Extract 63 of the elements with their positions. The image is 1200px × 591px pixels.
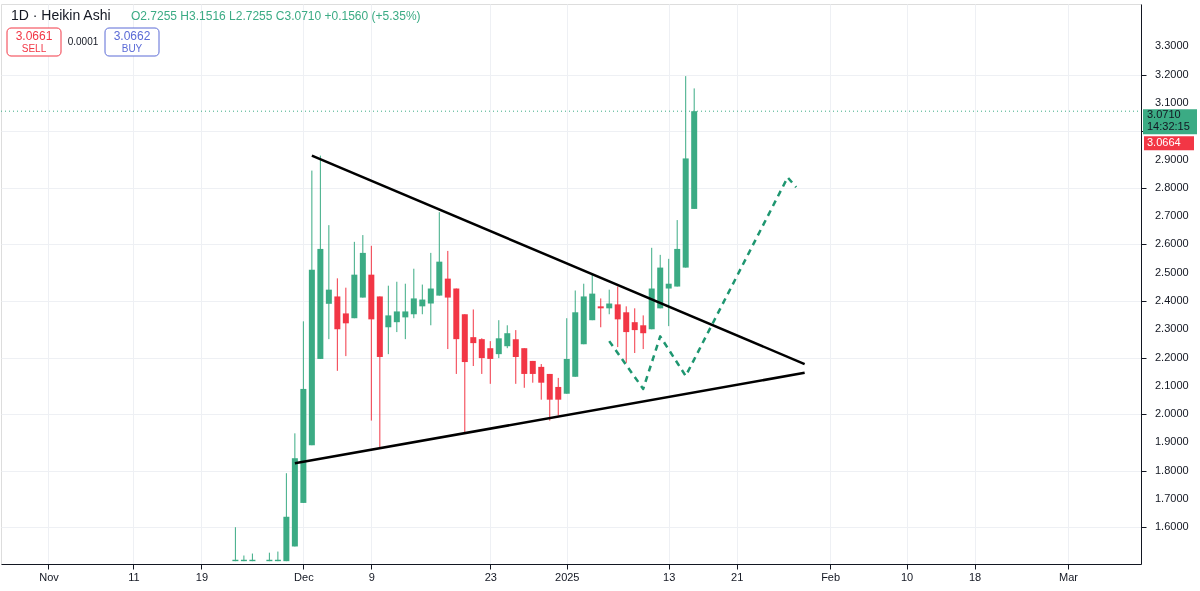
candlestick: [640, 314, 647, 350]
candlestick: [597, 297, 604, 328]
candlestick: [325, 224, 332, 340]
candlestick: [402, 283, 409, 340]
x-tick-label: 19: [195, 570, 209, 583]
ref-line-label: 3.0710: [1147, 108, 1181, 121]
candlestick: [444, 250, 451, 350]
y-tick-label: 3.3000: [1155, 39, 1189, 52]
x-tick-label: Mar: [1059, 570, 1079, 583]
x-tick-label: 21: [731, 570, 744, 583]
annotation: SELL: [21, 43, 47, 54]
y-tick-label: 2.0000: [1155, 407, 1189, 420]
y-tick-label: 2.6000: [1155, 237, 1189, 250]
x-tick-label: 10: [900, 570, 914, 583]
x-tick-label: 11: [128, 570, 140, 583]
candlestick: [623, 305, 630, 364]
y-tick-label: 2.9000: [1155, 152, 1189, 165]
x-tick-label: 18: [968, 570, 982, 583]
candlestick: [614, 286, 621, 348]
candlestick: [504, 324, 511, 349]
y-tick-label: 3.1000: [1155, 95, 1189, 108]
y-tick-label: 2.1000: [1155, 378, 1189, 391]
candlestick: [555, 377, 562, 417]
annotation: BUY: [121, 43, 143, 54]
x-tick-label: 13: [663, 570, 676, 583]
candlestick: [665, 258, 672, 327]
y-tick-label: 1.9000: [1155, 435, 1189, 448]
candlestick: [538, 363, 545, 401]
x-tick-label: 2025: [555, 570, 580, 583]
annotation: 0.0001: [67, 36, 99, 47]
line-series: [607, 176, 798, 391]
candlestick: [342, 287, 349, 357]
y-tick-label: 2.8000: [1155, 180, 1189, 193]
candlestick: [393, 281, 400, 333]
candlestick: [495, 319, 502, 359]
y-tick-label: 2.2000: [1155, 350, 1189, 363]
x-tick-label: Nov: [39, 570, 60, 583]
annotation: O2.7255 H3.1516 L2.7255 C3.0710 +0.1560 (+5.35%): [131, 9, 421, 23]
y-tick-label: 1.7000: [1155, 491, 1189, 504]
candlestick: [487, 340, 494, 385]
x-tick-label: Dec: [294, 570, 315, 583]
y-tick-label: 2.4000: [1155, 293, 1189, 306]
chart-title: 1D · Heikin Ashi: [11, 7, 111, 23]
text: 3.0664: [1147, 136, 1181, 149]
candlestick: [631, 307, 638, 354]
candlestick: [427, 252, 434, 326]
candlestick: [410, 268, 417, 319]
candlestick: [470, 308, 477, 367]
candlestick: [385, 285, 392, 355]
y-tick-label: 2.3000: [1155, 322, 1189, 335]
y-tick-label: 1.8000: [1155, 463, 1189, 476]
y-tick-label: 2.7000: [1155, 209, 1189, 222]
x-tick-label: 9: [368, 570, 375, 583]
text: 14:32:15: [1147, 120, 1190, 133]
candlestick: [478, 337, 485, 375]
annotation: 3.0662: [113, 29, 151, 43]
x-tick-label: Feb: [821, 570, 841, 583]
candlestick: [512, 329, 519, 385]
y-tick-label: 3.2000: [1155, 67, 1189, 80]
annotation: 3.0661: [15, 29, 53, 43]
x-tick-label: 23: [484, 570, 497, 583]
y-tick-label: 2.5000: [1155, 265, 1189, 278]
y-tick-label: 1.6000: [1155, 520, 1189, 533]
